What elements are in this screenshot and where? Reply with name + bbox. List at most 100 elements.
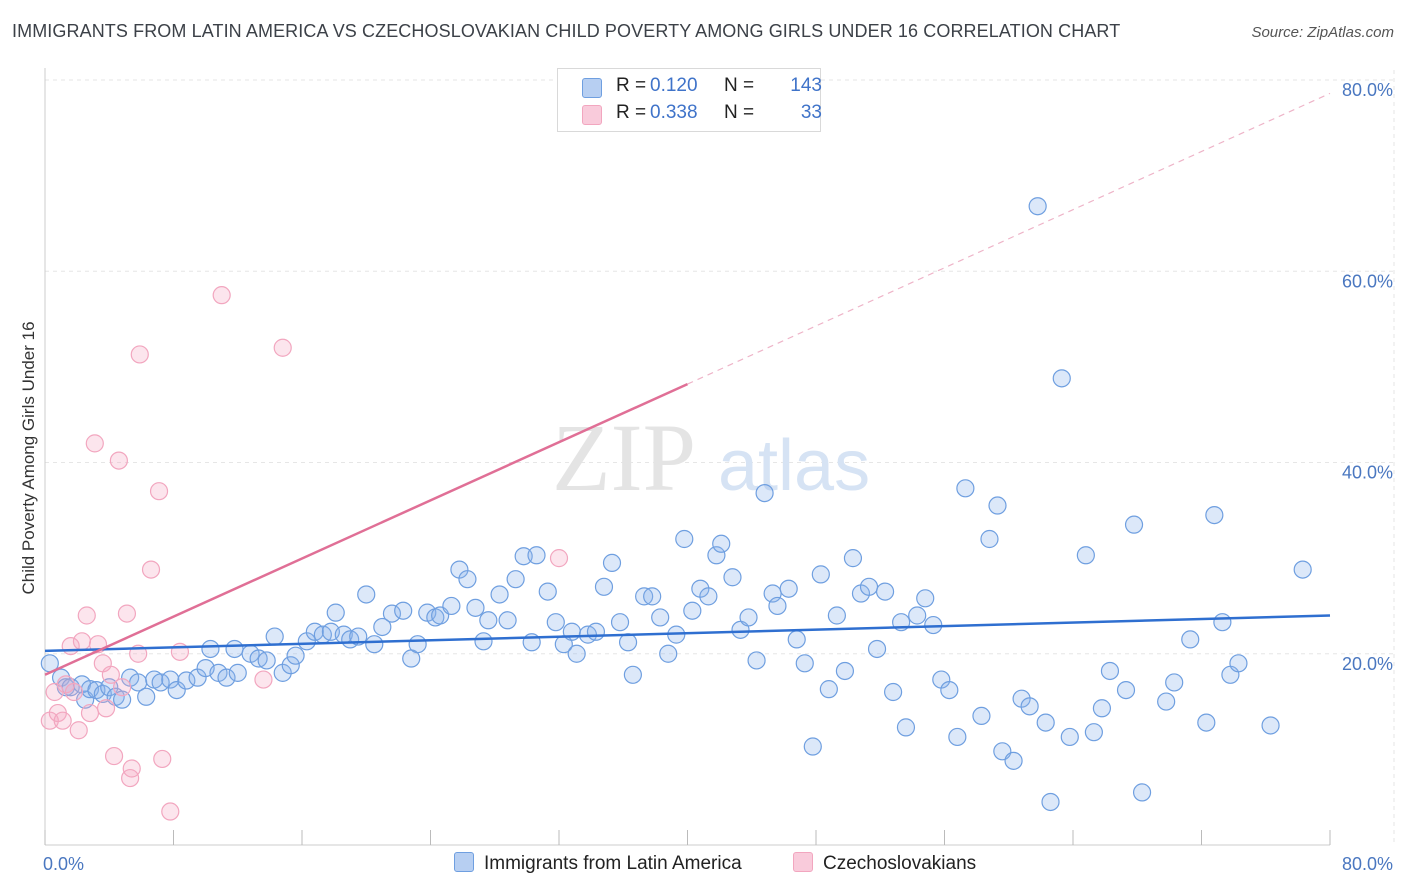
data-point <box>217 668 236 687</box>
data-point <box>130 345 149 364</box>
data-point <box>225 639 244 659</box>
x-tick-label-min: 0.0% <box>43 854 84 874</box>
data-point <box>281 656 300 675</box>
data-point <box>883 682 903 702</box>
legend-r-label: R = <box>616 102 647 123</box>
data-point <box>811 565 830 584</box>
data-point <box>228 663 247 682</box>
data-point <box>365 635 384 654</box>
data-point <box>265 627 284 646</box>
data-point <box>64 682 84 702</box>
data-point <box>1084 723 1103 742</box>
data-point <box>109 451 128 470</box>
data-point <box>940 680 959 700</box>
legend-n-label: N = <box>724 102 755 123</box>
data-point <box>1052 369 1071 388</box>
data-point <box>254 670 273 689</box>
legend-r-label: R = <box>616 75 647 96</box>
series-czechoslovakians-points <box>40 286 569 821</box>
data-point <box>768 596 787 616</box>
data-point <box>408 635 427 654</box>
data-point <box>787 630 806 649</box>
data-point <box>96 699 116 718</box>
data-point <box>948 727 967 747</box>
data-point <box>1060 727 1079 747</box>
data-point <box>273 338 292 357</box>
data-point <box>117 604 137 623</box>
data-point <box>53 711 72 730</box>
data-point <box>514 547 533 566</box>
data-point <box>349 627 368 646</box>
data-point <box>69 721 88 740</box>
y-tick-label: 40.0% <box>1342 463 1393 483</box>
data-point <box>1181 630 1200 649</box>
data-point <box>683 601 702 620</box>
data-point <box>643 587 662 606</box>
data-point <box>956 479 975 498</box>
data-point <box>819 680 838 699</box>
data-point <box>490 585 509 604</box>
data-point <box>908 606 927 625</box>
data-point <box>980 529 999 549</box>
data-point <box>1076 546 1095 565</box>
data-point <box>699 587 718 606</box>
data-point <box>72 632 92 651</box>
data-point <box>161 670 180 689</box>
data-point <box>1020 697 1039 716</box>
data-point <box>286 646 305 665</box>
trend-lines <box>44 92 1331 676</box>
data-point <box>779 579 798 598</box>
bottom-legend-czechoslovakians: Czechoslovakians <box>793 852 976 875</box>
data-point <box>1036 713 1055 732</box>
data-point <box>1293 560 1312 579</box>
data-point <box>723 568 742 587</box>
data-point <box>474 632 493 651</box>
data-point <box>167 680 186 700</box>
x-tick-label-max: 80.0% <box>1342 854 1393 874</box>
data-point <box>1213 613 1232 632</box>
axes <box>44 68 1331 846</box>
bottom-legend-label: Czechoslovakians <box>823 853 977 874</box>
data-point <box>1092 699 1112 718</box>
bottom-legend-swatch-blue <box>454 852 474 872</box>
data-point <box>1197 713 1216 732</box>
data-point <box>1157 692 1176 711</box>
watermark-atlas: atlas <box>718 426 870 506</box>
data-point <box>594 577 614 596</box>
data-point <box>101 665 120 684</box>
trend-line-czechoslovakians <box>44 382 689 676</box>
data-point <box>567 644 586 663</box>
trend-line-immigrants <box>44 614 1331 653</box>
data-point <box>739 608 758 627</box>
data-point <box>896 718 916 737</box>
data-point <box>442 596 461 616</box>
data-point <box>122 759 141 778</box>
data-point <box>382 604 402 623</box>
data-point <box>916 589 935 608</box>
y-tick-label: 20.0% <box>1342 654 1393 674</box>
data-point <box>859 577 879 596</box>
data-point <box>610 613 630 632</box>
data-point <box>867 639 887 659</box>
data-point <box>85 434 104 453</box>
data-point <box>755 484 774 503</box>
data-point <box>675 529 694 549</box>
data-point <box>1229 654 1248 673</box>
data-point <box>161 802 180 821</box>
data-point <box>795 654 814 673</box>
data-point <box>827 606 846 625</box>
data-point <box>357 585 376 604</box>
data-point <box>1116 680 1136 700</box>
data-point <box>153 749 172 769</box>
data-point <box>1132 783 1152 802</box>
y-tick-label: 60.0% <box>1342 271 1393 291</box>
legend-n-label: N = <box>724 75 755 96</box>
data-point <box>80 703 100 723</box>
watermark-zip: ZIP <box>552 404 696 511</box>
data-point <box>458 570 477 589</box>
data-point <box>586 622 606 641</box>
data-point <box>875 582 895 601</box>
data-point <box>546 613 565 632</box>
legend-swatch-pink <box>582 105 602 125</box>
